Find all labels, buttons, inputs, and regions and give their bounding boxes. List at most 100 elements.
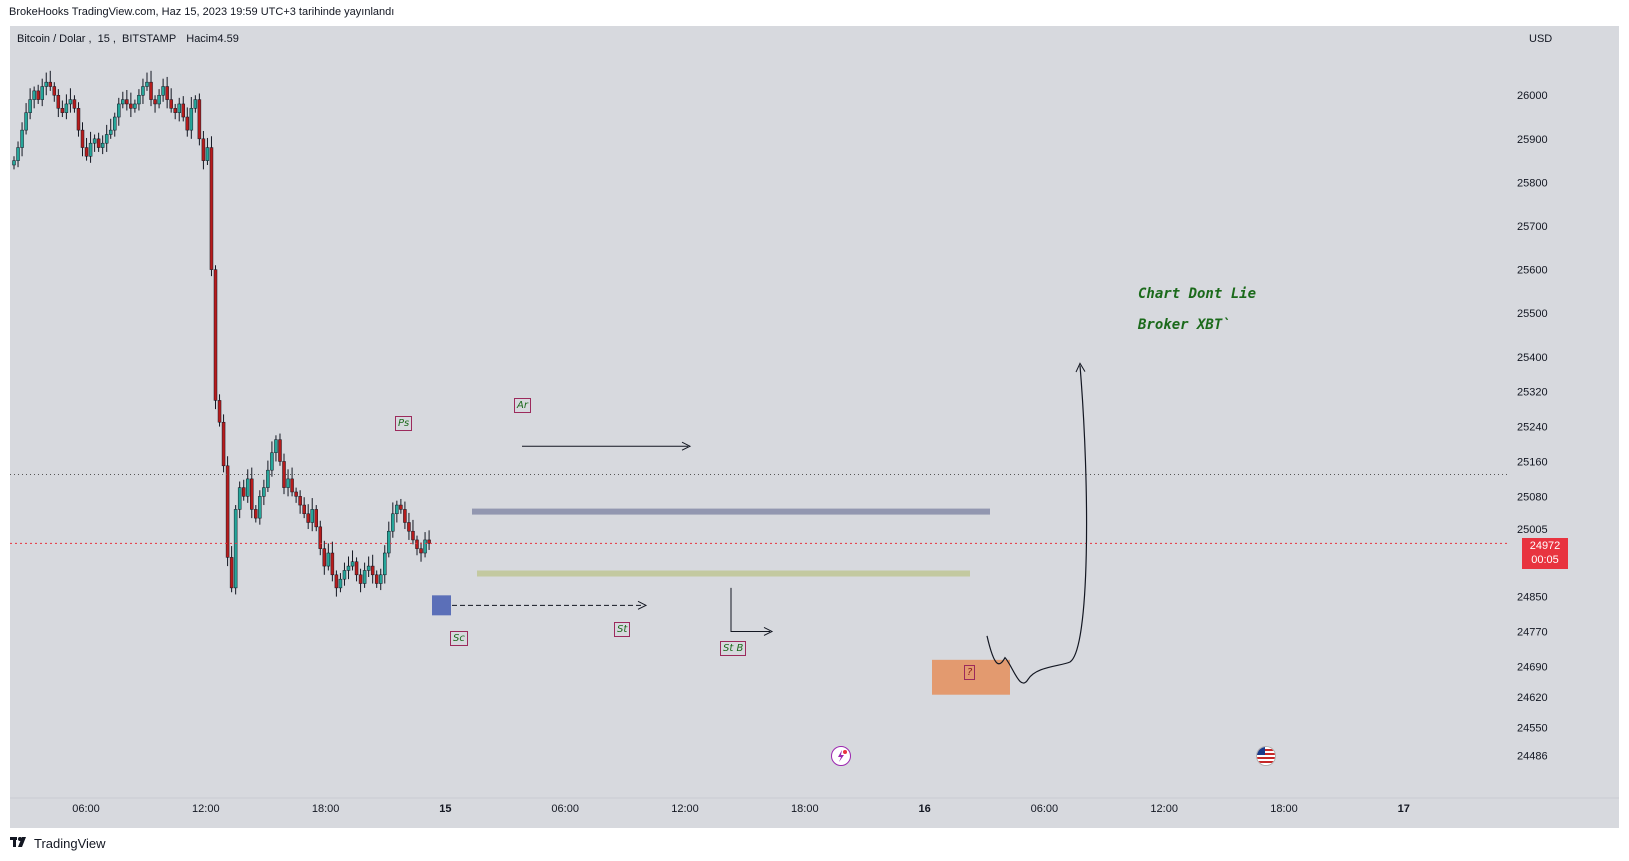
price-tick-label: 25900 <box>1517 134 1548 146</box>
candle <box>258 496 262 519</box>
candle <box>387 530 391 554</box>
candle <box>237 487 242 510</box>
note-chart-dont-lie[interactable]: Chart Dont Lie <box>1138 286 1257 302</box>
candle <box>100 142 105 148</box>
symbol-legend[interactable]: Bitcoin / Dolar, 15, BITSTAMP Hacim4.59 <box>17 33 239 45</box>
candle <box>104 134 109 144</box>
label-sc[interactable]: Sc <box>450 631 468 646</box>
last-price-value: 24972 <box>1529 540 1561 552</box>
label-ps[interactable]: Ps <box>395 416 413 431</box>
candle <box>245 478 250 497</box>
candle <box>125 99 129 105</box>
candle <box>16 147 20 161</box>
candle <box>72 99 77 109</box>
candle <box>294 491 298 497</box>
st-b-arrow[interactable] <box>730 587 770 632</box>
tradingview-logo-icon[interactable] <box>10 836 30 851</box>
candle <box>173 108 177 113</box>
candle <box>411 530 415 541</box>
candle <box>129 103 133 109</box>
candle <box>419 548 423 554</box>
price-tick-label: 24550 <box>1517 722 1548 734</box>
label-question[interactable]: ? <box>964 665 976 680</box>
currency-label[interactable]: USD <box>1529 33 1553 45</box>
footer[interactable]: TradingView <box>10 836 106 851</box>
support-zone[interactable] <box>477 570 970 577</box>
candle <box>157 94 161 105</box>
candle <box>209 147 214 270</box>
price-tick-label: 24690 <box>1517 661 1548 673</box>
candle <box>395 504 399 515</box>
projection-path[interactable] <box>986 365 1088 684</box>
price-tick-label: 24486 <box>1517 750 1548 762</box>
candle <box>233 509 238 589</box>
candle <box>342 570 347 580</box>
candle <box>177 103 181 113</box>
candle <box>415 539 419 549</box>
candle <box>60 108 65 113</box>
label-ar[interactable]: Ar <box>514 398 531 413</box>
price-axis[interactable] <box>1507 26 1619 804</box>
volume-value: 4.59 <box>217 33 239 45</box>
candle <box>197 99 202 140</box>
price-tick-label: 25005 <box>1517 524 1548 536</box>
candle <box>330 552 335 576</box>
candle <box>399 504 403 510</box>
candlestick-series <box>12 70 431 597</box>
candle <box>427 539 431 544</box>
price-tick-label: 25700 <box>1517 221 1548 233</box>
price-tick-label: 25500 <box>1517 308 1548 320</box>
candle <box>270 452 274 471</box>
candle <box>278 439 282 462</box>
symbol-exchange: BITSTAMP <box>121 33 177 45</box>
candle <box>326 552 331 567</box>
candle <box>423 539 427 554</box>
candle <box>217 400 222 423</box>
candle <box>354 561 359 576</box>
drawing-layer[interactable] <box>10 362 1507 695</box>
price-tick-label: 26000 <box>1517 90 1548 102</box>
label-st[interactable]: St <box>614 622 631 637</box>
candle <box>254 509 258 519</box>
note-broker[interactable]: Broker XBT` <box>1138 317 1231 333</box>
candle <box>108 129 113 135</box>
candle <box>88 142 93 157</box>
lightning-event-icon[interactable] <box>831 746 851 766</box>
candle <box>229 557 234 589</box>
candle <box>322 548 327 567</box>
candle <box>133 103 137 109</box>
chart-area[interactable]: 26000 25900 25800 25700 25600 25500 25400 25320… <box>10 26 1619 828</box>
footer-brand[interactable]: TradingView <box>34 836 106 851</box>
candle <box>362 570 367 584</box>
candle <box>350 561 355 567</box>
price-tick-label: 25320 <box>1517 387 1548 399</box>
candle <box>346 565 351 571</box>
resistance-zone[interactable] <box>472 508 990 515</box>
selling-climax-marker[interactable] <box>432 595 451 616</box>
candle <box>366 565 371 571</box>
bar-countdown: 00:05 <box>1531 554 1559 566</box>
candle <box>370 565 375 576</box>
candle <box>290 478 294 493</box>
candle <box>84 147 89 157</box>
candle <box>403 509 407 523</box>
publish-caption: BrokeHooks TradingView.com, Haz 15, 2023… <box>9 6 395 18</box>
candle <box>225 465 230 558</box>
candle <box>201 138 206 161</box>
candle <box>185 116 190 131</box>
price-tick-label: 24620 <box>1517 692 1548 704</box>
candle <box>76 108 81 131</box>
price-tick-label: 24770 <box>1517 626 1548 638</box>
candle <box>64 103 69 113</box>
price-tick-label: 24850 <box>1517 592 1548 604</box>
label-st-b[interactable]: St B <box>720 641 747 656</box>
candle <box>374 574 379 584</box>
candle <box>52 86 57 96</box>
us-flag-event-icon[interactable] <box>1256 746 1276 766</box>
candle <box>306 513 310 523</box>
candle <box>334 574 339 589</box>
candle <box>44 81 48 87</box>
time-tick-label: 06:00 <box>72 803 100 815</box>
candle <box>213 269 218 401</box>
price-chart[interactable]: 26000 25900 25800 25700 25600 25500 25400 25320… <box>10 26 1619 828</box>
